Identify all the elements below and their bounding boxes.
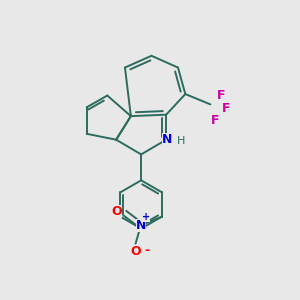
Text: +: + (142, 212, 150, 222)
Text: O: O (130, 245, 141, 258)
Text: O: O (111, 205, 122, 218)
Text: N: N (136, 219, 146, 232)
Text: F: F (211, 114, 219, 127)
Text: F: F (217, 89, 226, 102)
Text: N: N (162, 133, 172, 146)
Text: F: F (222, 102, 231, 115)
Text: -: - (144, 244, 149, 257)
Text: H: H (177, 136, 186, 146)
